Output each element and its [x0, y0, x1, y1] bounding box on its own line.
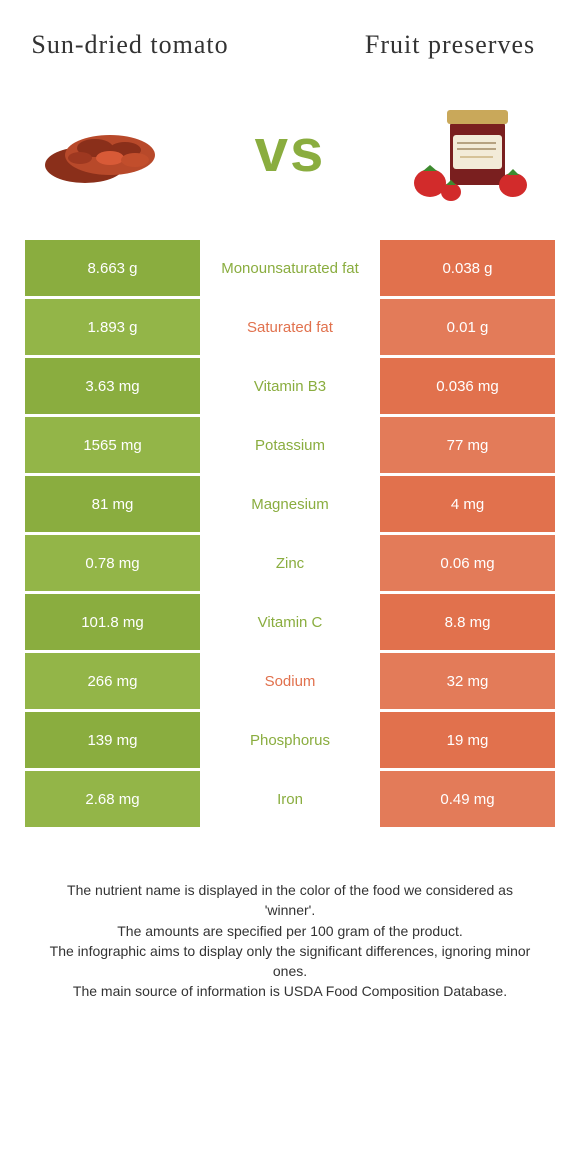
left-value: 2.68 mg	[25, 771, 200, 827]
left-value: 266 mg	[25, 653, 200, 709]
left-value: 1.893 g	[25, 299, 200, 355]
footer-line: The infographic aims to display only the…	[40, 941, 540, 982]
footer-notes: The nutrient name is displayed in the co…	[0, 830, 580, 1022]
nutrient-label: Iron	[200, 771, 380, 827]
table-row: 139 mgPhosphorus19 mg	[25, 712, 555, 768]
right-food-image	[390, 90, 550, 210]
left-food-image	[30, 90, 190, 210]
left-value: 139 mg	[25, 712, 200, 768]
left-value: 1565 mg	[25, 417, 200, 473]
footer-line: The amounts are specified per 100 gram o…	[40, 921, 540, 941]
right-value: 0.49 mg	[380, 771, 555, 827]
vs-row: vs	[0, 70, 580, 240]
table-row: 3.63 mgVitamin B30.036 mg	[25, 358, 555, 414]
header: Sun-dried tomato Fruit preserves	[0, 0, 580, 70]
right-value: 0.038 g	[380, 240, 555, 296]
left-value: 8.663 g	[25, 240, 200, 296]
nutrient-label: Sodium	[200, 653, 380, 709]
footer-line: The nutrient name is displayed in the co…	[40, 880, 540, 921]
table-row: 0.78 mgZinc0.06 mg	[25, 535, 555, 591]
table-row: 8.663 gMonounsaturated fat0.038 g	[25, 240, 555, 296]
right-value: 0.01 g	[380, 299, 555, 355]
left-value: 0.78 mg	[25, 535, 200, 591]
right-value: 8.8 mg	[380, 594, 555, 650]
table-row: 81 mgMagnesium4 mg	[25, 476, 555, 532]
nutrient-label: Vitamin C	[200, 594, 380, 650]
footer-line: The main source of information is USDA F…	[40, 981, 540, 1001]
left-value: 101.8 mg	[25, 594, 200, 650]
right-value: 77 mg	[380, 417, 555, 473]
right-value: 4 mg	[380, 476, 555, 532]
nutrient-label: Potassium	[200, 417, 380, 473]
nutrient-label: Vitamin B3	[200, 358, 380, 414]
left-value: 81 mg	[25, 476, 200, 532]
nutrient-label: Monounsaturated fat	[200, 240, 380, 296]
table-row: 266 mgSodium32 mg	[25, 653, 555, 709]
right-food-title: Fruit preserves	[350, 30, 550, 60]
vs-label: vs	[255, 116, 326, 185]
left-food-title: Sun-dried tomato	[30, 30, 230, 60]
table-row: 1565 mgPotassium77 mg	[25, 417, 555, 473]
nutrient-label: Saturated fat	[200, 299, 380, 355]
nutrient-label: Phosphorus	[200, 712, 380, 768]
nutrient-label: Zinc	[200, 535, 380, 591]
right-value: 0.036 mg	[380, 358, 555, 414]
table-row: 2.68 mgIron0.49 mg	[25, 771, 555, 827]
comparison-table: 8.663 gMonounsaturated fat0.038 g1.893 g…	[0, 240, 580, 830]
right-value: 32 mg	[380, 653, 555, 709]
table-row: 1.893 gSaturated fat0.01 g	[25, 299, 555, 355]
table-row: 101.8 mgVitamin C8.8 mg	[25, 594, 555, 650]
left-value: 3.63 mg	[25, 358, 200, 414]
nutrient-label: Magnesium	[200, 476, 380, 532]
right-value: 0.06 mg	[380, 535, 555, 591]
right-value: 19 mg	[380, 712, 555, 768]
